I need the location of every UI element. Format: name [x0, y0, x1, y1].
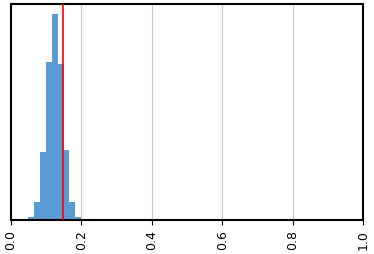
Bar — [58, 64, 64, 220]
Bar — [64, 150, 70, 220]
Bar — [40, 152, 46, 220]
Bar — [70, 202, 75, 220]
Bar — [52, 14, 58, 220]
Bar — [28, 217, 34, 220]
Bar — [75, 217, 81, 220]
Bar — [46, 62, 52, 220]
Bar — [34, 202, 40, 220]
